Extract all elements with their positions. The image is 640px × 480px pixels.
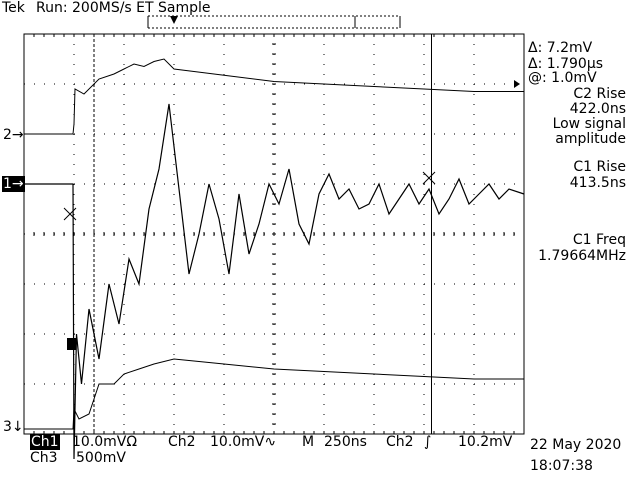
footer-trigger-level: 10.2mV [458,434,513,450]
marker-ch3[interactable]: 3↓ [3,419,24,435]
trigger-level-marker [67,338,76,350]
meas1-value: 422.0ns [569,101,626,117]
footer-timebase: 250ns [324,434,367,450]
meas2-name: C1 Rise [573,159,626,175]
cursor-x-mark-2 [422,171,436,185]
trace-ch3 [24,358,524,430]
footer-ch1-label[interactable]: Ch1 [30,434,60,450]
trigger-arrow-icon [514,80,520,88]
trigger-position-icon [170,16,178,24]
meas1-name: C2 Rise [573,86,626,102]
footer-trigger-source: Ch2 [386,434,414,450]
readout-delta-v: Δ: 7.2mV [528,40,593,56]
cursor-x-mark-1 [63,207,77,221]
footer-ch1-scale: 10.0mVΩ [72,434,138,450]
meas1-note-2: amplitude [555,131,626,147]
meas3-name: C1 Freq [572,232,626,248]
trace-ch2 [24,58,524,135]
readout-delta-t: Δ: 1.790µs [528,56,604,72]
meas2-value: 413.5ns [569,175,626,191]
graticule-grid [23,33,525,435]
footer-timebase-label: M [302,434,315,450]
marker-ch1[interactable]: 1→ [2,176,25,192]
footer-date: 22 May 2020 [530,437,622,453]
footer-ch2-label[interactable]: Ch2 [168,434,196,450]
header-status: Run: 200MS/s ET Sample [36,0,211,16]
marker-ch2[interactable]: 2→ [3,127,24,143]
footer-ch3-label[interactable]: Ch3 [30,450,58,466]
footer-trigger-slope-icon: ∫ [424,434,432,450]
footer-time: 18:07:38 [530,458,593,474]
meas1-note-1: Low signal [552,116,626,132]
record-length-bar [147,15,401,29]
trace-ch1 [24,103,525,460]
footer-ch2-scale: 10.0mV∿ [210,434,277,450]
footer-ch3-scale: 500mV [76,450,126,466]
header-brand: Tek [2,0,25,16]
meas3-value: 1.79664MHz [538,248,626,264]
readout-at-v: @: 1.0mV [528,70,597,86]
